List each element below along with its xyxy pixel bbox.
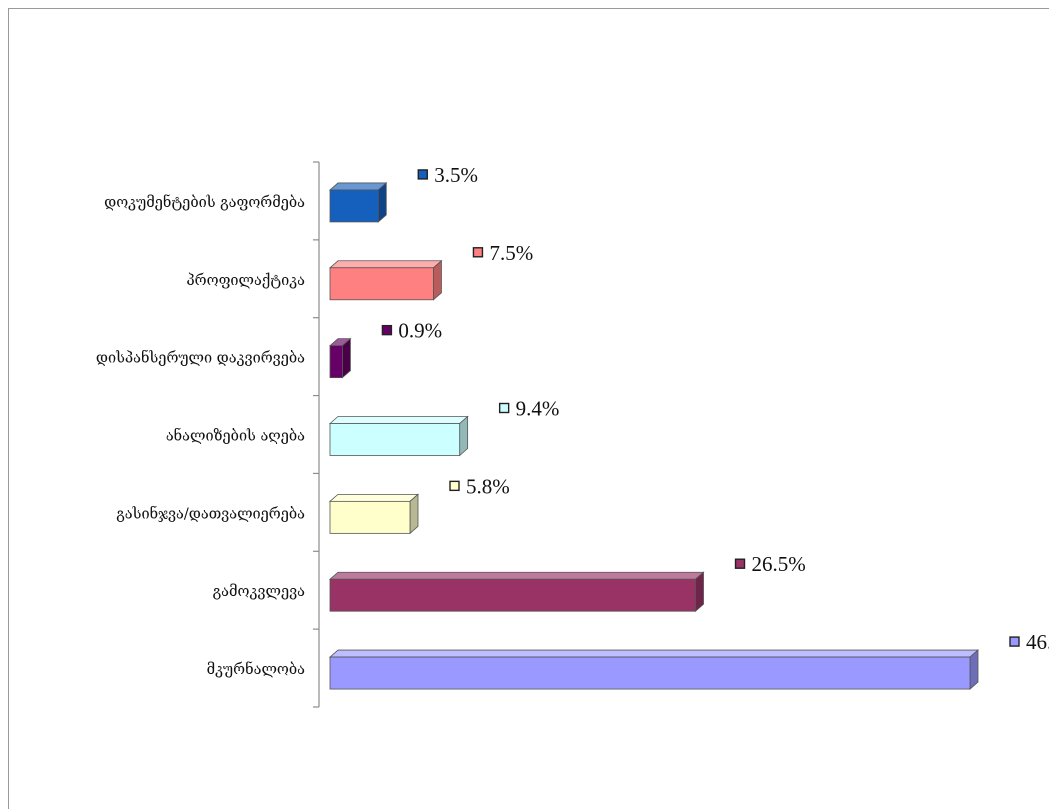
- bar-side-face: [342, 337, 351, 379]
- data-label-marker: [381, 324, 393, 336]
- bar-front-face: [329, 345, 343, 379]
- data-label-marker: [472, 247, 484, 258]
- bar-top-face: [328, 260, 443, 269]
- data-label-marker: [498, 402, 510, 414]
- data-label-marker: [734, 558, 746, 569]
- bar-top-face: [328, 416, 469, 424]
- bar-front-face: [329, 656, 971, 690]
- bar: [328, 182, 388, 223]
- category-label: დოკუმენტების გაფორმება: [104, 193, 305, 211]
- bar-top-face: [328, 182, 388, 191]
- data-label: 26.5%: [752, 552, 806, 576]
- category-label: დისპანსერული დაკვირვება: [96, 349, 305, 367]
- bar-side-face: [695, 571, 704, 613]
- bar-front-face: [329, 267, 434, 301]
- chart-frame: [8, 8, 1049, 809]
- bar-side-face: [433, 259, 442, 301]
- category-label: გასინჯვა/დათვალიერება: [116, 504, 305, 522]
- bar-side-face: [969, 649, 979, 690]
- data-label: 7.5%: [489, 241, 533, 265]
- data-label: 9.4%: [516, 397, 560, 421]
- bar-front-face: [329, 578, 696, 612]
- data-label: 0.9%: [398, 319, 442, 343]
- bar-top-face: [328, 571, 705, 580]
- bar-side-face: [409, 493, 419, 535]
- bar: [328, 649, 980, 690]
- bar: [328, 571, 705, 613]
- bar: [328, 493, 420, 535]
- data-label: 5.8%: [466, 474, 510, 498]
- category-label: ანალიზების აღება: [166, 427, 305, 445]
- bar-front-face: [329, 189, 379, 223]
- data-label-marker: [1009, 636, 1020, 647]
- data-label-marker: [417, 169, 428, 180]
- category-label: პროფილაქტიკა: [186, 272, 305, 289]
- bar-side-face: [377, 182, 387, 223]
- bar-top-face: [328, 493, 420, 502]
- bar-top-face: [328, 649, 980, 658]
- bar-front-face: [329, 500, 411, 534]
- bar-side-face: [459, 415, 469, 457]
- category-label: გამოკვლევა: [213, 583, 306, 600]
- category-label: მკურნალობა: [207, 660, 306, 678]
- bar: [328, 259, 443, 301]
- bar-front-face: [329, 423, 461, 456]
- data-label-marker: [449, 480, 460, 492]
- bar: [328, 415, 469, 457]
- bar: [328, 337, 352, 379]
- data-label: 3.5%: [434, 163, 478, 187]
- data-label: 46.4%: [1026, 630, 1049, 654]
